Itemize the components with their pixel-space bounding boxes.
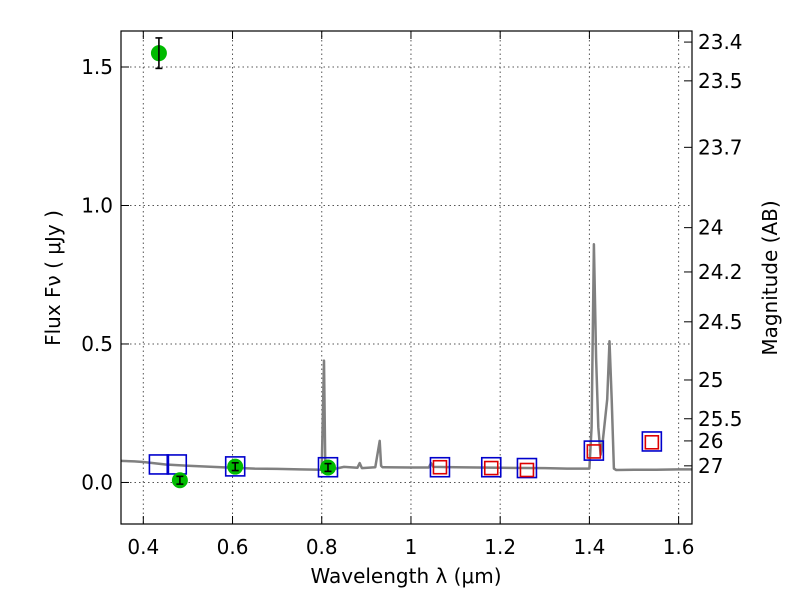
model-spectrum-line — [120, 243, 692, 472]
y2-tick-label: 25 — [698, 368, 723, 392]
x-tick-label: 1 — [405, 535, 418, 559]
y-tick-label: 0.0 — [81, 470, 113, 494]
blue-square-marker — [429, 456, 451, 478]
blue-square-marker — [583, 440, 605, 461]
red-square-marker — [644, 434, 660, 450]
x-axis-label: Wavelength λ (μm) — [310, 564, 501, 588]
blue-square-marker — [148, 454, 170, 475]
y2-tick-label: 25.5 — [698, 407, 743, 431]
label-layer: Wavelength λ (μm) Flux Fν ( μJy ) Magnit… — [41, 200, 782, 588]
red-square-marker — [432, 459, 448, 475]
y2-tick-label: 23.7 — [698, 135, 743, 159]
y-tick-label: 1.5 — [81, 55, 113, 79]
y2-tick-label: 24.5 — [698, 310, 743, 334]
y2-tick-label: 23.4 — [698, 30, 743, 54]
x-tick-label: 0.6 — [217, 535, 249, 559]
red-square-marker — [586, 444, 602, 459]
y2-axis-label: Magnitude (AB) — [758, 200, 782, 355]
blue-square-marker — [317, 456, 339, 478]
plot-frame — [120, 30, 693, 525]
x-tick-label: 1.4 — [573, 535, 605, 559]
y2-tick-label: 26 — [698, 429, 723, 453]
tick-layer: 0.4 0.6 0.8 1 1.2 1.4 1.6 0.0 0.5 1.0 1.5 23.4 23.5 2… — [81, 30, 742, 559]
blue-square-marker — [516, 457, 538, 479]
y2-tick-label: 23.5 — [698, 69, 743, 93]
x-tick-label: 0.8 — [306, 535, 338, 559]
blue-square-marker — [224, 456, 246, 477]
red-square-marker — [519, 462, 535, 478]
series-layer — [120, 37, 692, 489]
y2-tick-label: 27 — [698, 454, 723, 478]
x-tick-label: 1.6 — [663, 535, 695, 559]
blue-square-marker — [641, 431, 663, 452]
grid-layer — [121, 31, 692, 524]
y2-tick-label: 24.2 — [698, 260, 743, 284]
x-tick-label: 0.4 — [127, 535, 159, 559]
y2-tick-label: 24 — [698, 216, 723, 240]
x-tick-label: 1.2 — [484, 535, 516, 559]
y-tick-label: 1.0 — [81, 193, 113, 217]
red-square-marker — [483, 460, 499, 476]
blue-square-marker — [480, 456, 502, 478]
y-axis-label: Flux Fν ( μJy ) — [41, 210, 65, 346]
y-tick-label: 0.5 — [81, 332, 113, 356]
